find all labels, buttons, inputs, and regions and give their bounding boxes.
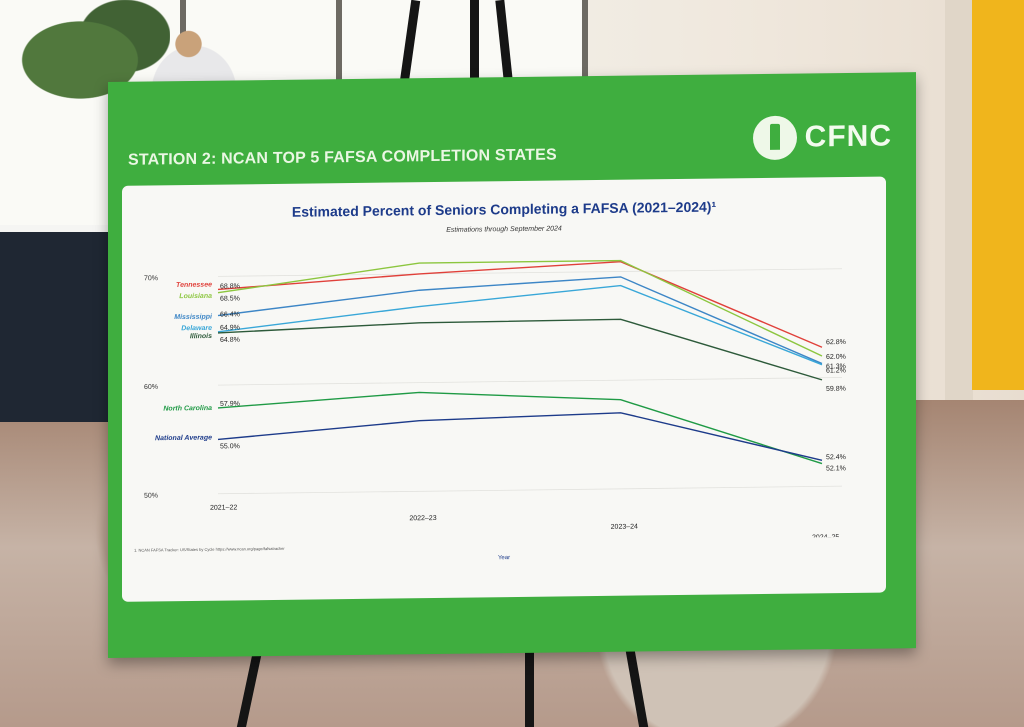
end-value-label: 62.0%	[826, 354, 846, 361]
start-value-label: 55.0%	[220, 443, 240, 450]
yellow-wall	[972, 0, 1024, 390]
series-line	[217, 260, 823, 348]
series-line	[217, 391, 823, 465]
series-name-label: Illinois	[190, 333, 212, 340]
start-value-label: 68.8%	[220, 283, 240, 290]
end-value-label: 52.4%	[826, 454, 846, 461]
chart-footnote: 1. NCAN FAFSA Tracker: US/States by Cycl…	[134, 545, 285, 553]
station-title: STATION 2: NCAN TOP 5 FAFSA COMPLETION S…	[128, 146, 557, 169]
logo-text: CFNC	[804, 119, 892, 154]
gridline	[218, 377, 842, 386]
series-name-label: Mississippi	[174, 314, 213, 321]
start-value-label: 64.8%	[220, 337, 240, 344]
series-name-label: Delaware	[181, 325, 212, 332]
x-tick-label: 2021–22	[210, 504, 237, 511]
cfnc-logo: CFNC	[752, 114, 892, 161]
start-value-label: 68.5%	[220, 295, 240, 302]
series-name-label: Tennessee	[176, 282, 212, 289]
start-value-label: 64.9%	[220, 325, 240, 332]
gridline	[218, 268, 842, 277]
presentation-board: STATION 2: NCAN TOP 5 FAFSA COMPLETION S…	[108, 72, 916, 658]
x-tick-label: 2023–24	[611, 524, 638, 531]
series-line	[217, 318, 823, 381]
series-name-label: National Average	[155, 435, 212, 443]
y-tick-label: 50%	[144, 493, 158, 500]
line-chart: 70% 60% 50% 2021–22 2022–23 2023–24 2024–25 Ten…	[144, 259, 846, 541]
door-frame	[945, 0, 973, 410]
end-value-label: 62.8%	[826, 339, 846, 346]
easel-leg-top-center	[470, 0, 479, 90]
series-name-label: North Carolina	[163, 405, 212, 413]
x-tick-label: 2022–23	[409, 515, 436, 522]
series-line	[217, 276, 823, 365]
start-value-label: 57.9%	[220, 401, 240, 408]
series-line	[217, 284, 823, 366]
end-value-label: 61.2%	[826, 367, 846, 374]
chart-card: Estimated Percent of Seniors Completing …	[122, 176, 886, 602]
end-value-label: 61.3%	[826, 363, 846, 370]
end-value-label: 59.8%	[826, 386, 846, 393]
lighthouse-icon	[752, 115, 797, 161]
gridline	[218, 485, 842, 495]
y-tick-label: 70%	[144, 275, 158, 282]
y-tick-label: 60%	[144, 384, 158, 391]
end-value-label: 52.1%	[826, 465, 846, 472]
series-name-label: Louisiana	[179, 293, 212, 300]
start-value-label: 66.4%	[220, 311, 240, 318]
easel-leg-center	[525, 645, 534, 727]
series-line	[217, 259, 823, 357]
series-line	[217, 412, 823, 462]
table-cloth	[0, 232, 112, 422]
x-tick-label: 2024–25	[812, 534, 839, 541]
x-axis-title: Year	[497, 555, 511, 562]
